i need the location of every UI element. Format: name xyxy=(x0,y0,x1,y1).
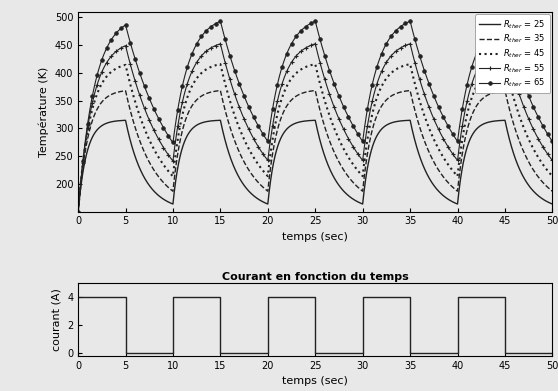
$R_{ther}$ = 45 xyxy=(352,165,358,169)
$R_{ther}$ = 65 xyxy=(402,21,408,26)
Line: $R_{ther}$ = 55: $R_{ther}$ = 55 xyxy=(76,41,555,214)
$R_{ther}$ = 45 xyxy=(402,63,408,68)
$R_{ther}$ = 55 xyxy=(502,41,508,46)
$R_{ther}$ = 65 xyxy=(396,25,402,30)
$R_{ther}$ = 55 xyxy=(396,47,402,51)
Legend: $R_{ther}$ = 25, $R_{ther}$ = 35, $R_{ther}$ = 45, $R_{ther}$ = 55, $R_{ther}$ =: $R_{ther}$ = 25, $R_{ther}$ = 35, $R_{th… xyxy=(475,14,550,93)
Line: $R_{ther}$ = 65: $R_{ther}$ = 65 xyxy=(76,20,554,213)
$R_{ther}$ = 35 xyxy=(396,90,402,95)
$R_{ther}$ = 45 xyxy=(75,209,81,214)
$R_{ther}$ = 65 xyxy=(526,96,533,101)
$R_{ther}$ = 45 xyxy=(526,139,533,144)
$R_{ther}$ = 45 xyxy=(396,65,402,70)
$R_{ther}$ = 55 xyxy=(352,147,358,152)
$R_{ther}$ = 35 xyxy=(526,161,533,166)
$R_{ther}$ = 65 xyxy=(502,19,508,23)
X-axis label: temps (sec): temps (sec) xyxy=(282,232,348,242)
$R_{ther}$ = 45 xyxy=(167,172,174,176)
$R_{ther}$ = 25 xyxy=(75,209,81,214)
Y-axis label: Température (K): Température (K) xyxy=(39,66,49,157)
$R_{ther}$ = 55 xyxy=(167,156,174,161)
$R_{ther}$ = 45 xyxy=(502,62,508,66)
$R_{ther}$ = 35 xyxy=(502,88,508,93)
$R_{ther}$ = 45 xyxy=(549,173,556,178)
Line: $R_{ther}$ = 45: $R_{ther}$ = 45 xyxy=(78,64,552,212)
$R_{ther}$ = 25 xyxy=(502,118,508,123)
Y-axis label: courant (A): courant (A) xyxy=(51,288,61,351)
$R_{ther}$ = 35 xyxy=(123,94,130,99)
$R_{ther}$ = 35 xyxy=(167,187,174,192)
$R_{ther}$ = 35 xyxy=(549,188,556,193)
X-axis label: temps (sec): temps (sec) xyxy=(282,376,348,386)
$R_{ther}$ = 25 xyxy=(402,118,408,123)
$R_{ther}$ = 55 xyxy=(75,209,81,214)
$R_{ther}$ = 55 xyxy=(526,119,533,124)
$R_{ther}$ = 25 xyxy=(396,119,402,124)
$R_{ther}$ = 55 xyxy=(402,43,408,48)
Line: $R_{ther}$ = 35: $R_{ther}$ = 35 xyxy=(78,90,552,212)
Line: $R_{ther}$ = 25: $R_{ther}$ = 25 xyxy=(78,120,552,212)
$R_{ther}$ = 25 xyxy=(352,198,358,203)
$R_{ther}$ = 65 xyxy=(352,127,358,131)
$R_{ther}$ = 65 xyxy=(167,138,174,142)
$R_{ther}$ = 65 xyxy=(75,209,81,214)
$R_{ther}$ = 35 xyxy=(352,182,358,187)
$R_{ther}$ = 25 xyxy=(526,185,533,189)
$R_{ther}$ = 25 xyxy=(167,201,174,206)
$R_{ther}$ = 65 xyxy=(123,27,130,32)
$R_{ther}$ = 55 xyxy=(123,48,130,53)
$R_{ther}$ = 55 xyxy=(549,158,556,162)
Title: Courant en fonction du temps: Courant en fonction du temps xyxy=(222,272,408,282)
$R_{ther}$ = 65 xyxy=(549,139,556,143)
$R_{ther}$ = 25 xyxy=(123,124,130,128)
$R_{ther}$ = 25 xyxy=(549,201,556,206)
$R_{ther}$ = 35 xyxy=(75,209,81,214)
$R_{ther}$ = 45 xyxy=(123,68,130,72)
$R_{ther}$ = 35 xyxy=(402,89,408,93)
